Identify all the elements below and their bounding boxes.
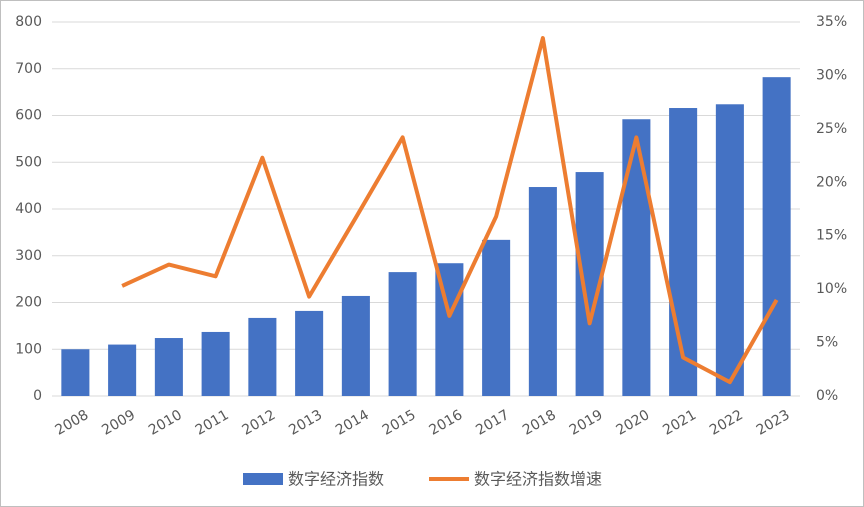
bar [528, 187, 557, 396]
y2-tick-label: 25% [816, 121, 847, 137]
y2-tick-label: 5% [816, 335, 838, 351]
bar [201, 331, 230, 396]
y-tick-label: 800 [15, 14, 42, 30]
legend-swatch [243, 473, 283, 485]
y-tick-label: 400 [15, 201, 42, 217]
y-tick-label: 700 [15, 61, 42, 77]
legend-label: 数字经济指数增速 [474, 470, 602, 489]
y-tick-label: 0 [33, 388, 42, 404]
bar [482, 239, 511, 396]
bar [295, 310, 324, 396]
line [121, 36, 779, 385]
y2-tick-label: 35% [816, 14, 847, 30]
y-tick-label: 100 [15, 341, 42, 357]
bar [388, 272, 417, 396]
y-tick-label: 300 [15, 248, 42, 264]
y2-tick-label: 0% [816, 388, 838, 404]
y2-tick-label: 15% [816, 228, 847, 244]
bar [108, 344, 137, 396]
bar [715, 104, 744, 396]
y2-tick-label: 10% [816, 281, 847, 297]
bar [762, 77, 791, 396]
bar [341, 295, 370, 396]
y-tick-label: 500 [15, 154, 42, 170]
legend-label: 数字经济指数 [288, 470, 384, 489]
y2-tick-label: 30% [816, 67, 847, 83]
y2-tick-label: 20% [816, 174, 847, 190]
bar [61, 349, 90, 396]
bar [248, 317, 277, 396]
y-tick-label: 600 [15, 108, 42, 124]
bar [622, 119, 651, 397]
y-tick-label: 200 [15, 295, 42, 311]
bar [154, 338, 183, 396]
